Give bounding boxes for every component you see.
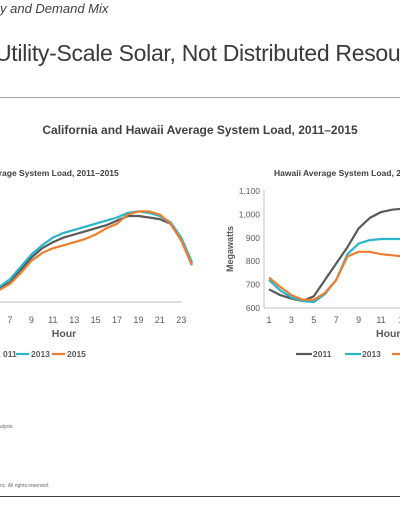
- y-tick-label: 1,000: [239, 209, 261, 219]
- x-tick-label: 19: [133, 315, 143, 325]
- legend-label-2013: 2013: [362, 349, 381, 359]
- footer-divider: [0, 496, 400, 497]
- slide-title: Utility-Scale Solar, Not Distributed Res…: [0, 40, 400, 66]
- series-line-2015: [0, 210, 193, 291]
- x-tick-label: 11: [376, 315, 385, 325]
- x-tick-label: 21: [155, 315, 165, 325]
- y-tick-label: 1,100: [239, 186, 261, 196]
- y-axis-title: Megawatts: [225, 226, 235, 272]
- x-axis-title: Hour: [376, 328, 400, 340]
- x-tick-label: 7: [7, 315, 12, 325]
- x-tick-label: 15: [91, 315, 101, 325]
- chart-title: Hawaii Average System Load, 2011: [274, 168, 400, 178]
- x-tick-label: 9: [356, 315, 361, 325]
- y-tick-label: 700: [246, 280, 260, 290]
- legend-label-2013: 2013: [31, 349, 50, 359]
- x-tick-label: 13: [398, 315, 400, 325]
- series-line-2011: [268, 207, 400, 303]
- x-tick-label: 1: [266, 315, 271, 325]
- legend-label-2015: 2015: [67, 349, 86, 359]
- copyright-footnote: nc. All rights reserved.: [0, 483, 50, 489]
- y-tick-label: 900: [246, 233, 260, 243]
- x-tick-label: 23: [176, 315, 186, 325]
- series-line-2015: [268, 250, 400, 301]
- california-chart: erage System Load, 2011–2015 7 9 11 13 15 17 19…: [0, 168, 193, 359]
- x-tick-label: 17: [112, 315, 122, 325]
- x-tick-label: 7: [334, 315, 339, 325]
- chart-title: erage System Load, 2011–2015: [0, 168, 119, 178]
- x-tick-label: 5: [311, 315, 316, 325]
- y-tick-label: 800: [246, 256, 260, 266]
- legend-label-2011: 2011: [313, 349, 332, 359]
- x-tick-label: 9: [29, 315, 34, 325]
- title-divider: [0, 97, 400, 98]
- hawaii-chart: Hawaii Average System Load, 2011 600 700 80…: [225, 168, 400, 359]
- series-line-2013: [0, 210, 193, 288]
- y-tick-label: 600: [246, 303, 260, 313]
- legend-label-2011: 011: [3, 349, 17, 359]
- figure-title: California and Hawaii Average System Loa…: [42, 123, 358, 137]
- x-tick-label: 13: [69, 315, 79, 325]
- x-axis-title: Hour: [52, 328, 77, 340]
- x-tick-label: 11: [48, 315, 57, 325]
- series-line-2013: [268, 237, 400, 304]
- x-tick-label: 3: [289, 315, 294, 325]
- source-footnote: alysis: [0, 424, 13, 430]
- slide-kicker: y and Demand Mix: [0, 1, 109, 16]
- series-line-2011: [0, 214, 193, 290]
